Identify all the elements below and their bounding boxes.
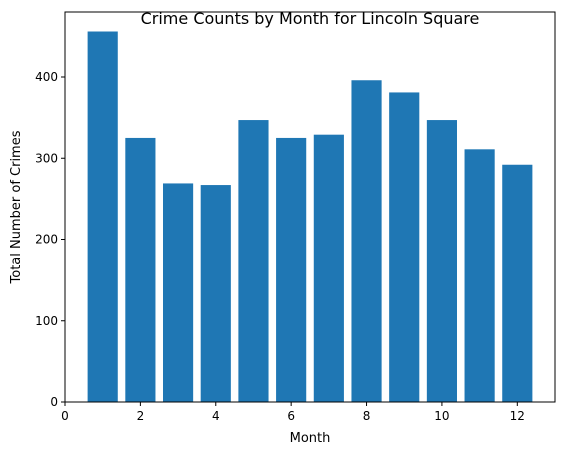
bar-month-9 [389, 92, 419, 402]
x-tick-label: 10 [434, 409, 449, 423]
bar-month-5 [238, 120, 268, 402]
x-axis-ticks: 0 2 4 6 8 10 12 [61, 402, 525, 423]
bar-month-10 [427, 120, 457, 402]
y-axis-ticks: 0 100 200 300 400 [35, 70, 65, 409]
bar-month-3 [163, 183, 193, 402]
y-tick-label: 0 [50, 395, 58, 409]
bar-month-11 [465, 149, 495, 402]
x-tick-label: 2 [137, 409, 145, 423]
y-tick-label: 300 [35, 151, 58, 165]
y-tick-label: 200 [35, 233, 58, 247]
bar-month-2 [125, 138, 155, 402]
bar-month-8 [351, 80, 381, 402]
x-tick-label: 8 [363, 409, 371, 423]
y-tick-label: 100 [35, 314, 58, 328]
bar-month-12 [502, 165, 532, 402]
bar-month-4 [201, 185, 231, 402]
bars-group [88, 32, 533, 403]
y-axis-label: Total Number of Crimes [9, 130, 24, 284]
x-tick-label: 6 [287, 409, 295, 423]
x-tick-label: 4 [212, 409, 220, 423]
bar-month-7 [314, 135, 344, 402]
bar-month-6 [276, 138, 306, 402]
x-tick-label: 12 [510, 409, 525, 423]
bar-month-1 [88, 32, 118, 403]
y-tick-label: 400 [35, 70, 58, 84]
x-tick-label: 0 [61, 409, 69, 423]
x-axis-label: Month [290, 431, 331, 446]
